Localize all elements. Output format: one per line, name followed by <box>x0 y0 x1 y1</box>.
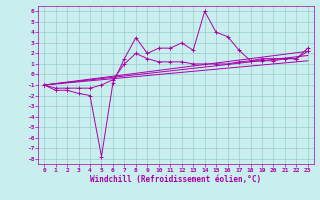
X-axis label: Windchill (Refroidissement éolien,°C): Windchill (Refroidissement éolien,°C) <box>91 175 261 184</box>
